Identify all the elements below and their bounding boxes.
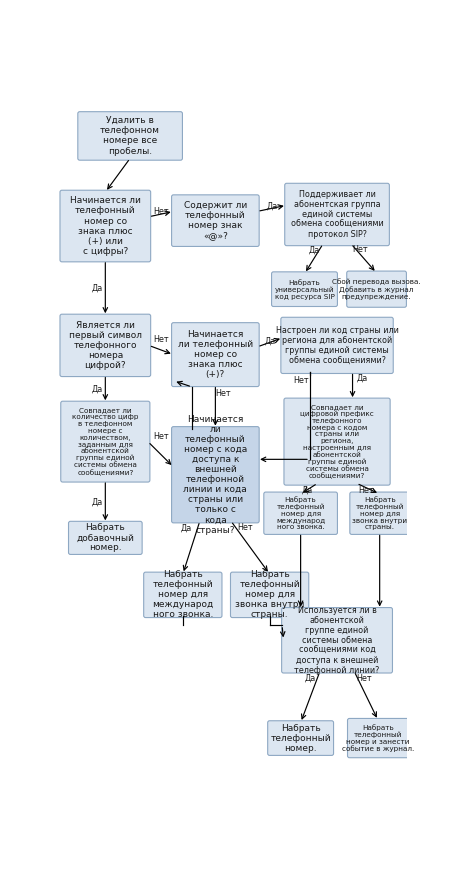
FancyBboxPatch shape <box>143 573 221 618</box>
Text: Нет: Нет <box>236 524 252 533</box>
Text: Да: Да <box>304 674 315 683</box>
Text: Да: Да <box>92 497 103 506</box>
FancyBboxPatch shape <box>69 521 142 555</box>
FancyBboxPatch shape <box>267 721 333 756</box>
FancyBboxPatch shape <box>346 271 405 308</box>
Text: Набрать
телефонный
номер для
звонка внутри
страны.: Набрать телефонный номер для звонка внут… <box>351 496 406 531</box>
Text: Набрать
телефонный
номер.: Набрать телефонный номер. <box>270 724 330 753</box>
Text: Набрать
телефонный
номер для
международ
ного звонка.: Набрать телефонный номер для международ … <box>276 496 325 531</box>
Text: Нет: Нет <box>292 376 308 385</box>
Text: Набрать
добавочный
номер.: Набрать добавочный номер. <box>76 524 134 552</box>
FancyBboxPatch shape <box>230 573 308 618</box>
Text: Удалить в
телефонном
номере все
пробелы.: Удалить в телефонном номере все пробелы. <box>100 116 160 156</box>
Text: Совпадает ли
цифровой префикс
телефонного
номера с кодом
страны или
региона,
нас: Совпадает ли цифровой префикс телефонног… <box>299 404 373 479</box>
Text: Нет: Нет <box>215 389 230 398</box>
FancyBboxPatch shape <box>281 607 391 673</box>
Text: Набрать
телефонный
номер для
международ
ного звонка.: Набрать телефонный номер для международ … <box>152 570 213 620</box>
Text: Является ли
первый символ
телефонного
номера
цифрой?: Является ли первый символ телефонного но… <box>69 321 142 370</box>
Text: Нет: Нет <box>355 674 371 683</box>
Text: Нет: Нет <box>152 432 168 441</box>
Text: Начинается ли
телефонный
номер со
знака плюс
(+) или
с цифры?: Начинается ли телефонный номер со знака … <box>70 196 140 256</box>
Text: Нет: Нет <box>352 245 367 254</box>
FancyBboxPatch shape <box>349 493 409 534</box>
Text: Да: Да <box>266 202 277 211</box>
Text: Поддерживает ли
абонентская группа
единой системы
обмена сообщениями
протокол SI: Поддерживает ли абонентская группа едино… <box>290 190 382 239</box>
Text: Да: Да <box>92 284 103 292</box>
Text: Сбой перевода вызова.
Добавить в журнал
предупреждение.: Сбой перевода вызова. Добавить в журнал … <box>331 278 420 300</box>
FancyBboxPatch shape <box>280 317 392 373</box>
Text: Набрать
телефонный
номер для
звонка внутри
страны.: Набрать телефонный номер для звонка внут… <box>235 570 304 620</box>
FancyBboxPatch shape <box>78 112 182 160</box>
Text: Используется ли в
абонентской
группе единой
системы обмена
сообщениями код
досту: Используется ли в абонентской группе еди… <box>294 605 379 675</box>
FancyBboxPatch shape <box>284 183 388 245</box>
Text: Да: Да <box>92 384 103 394</box>
FancyBboxPatch shape <box>60 401 150 482</box>
Text: Содержит ли
телефонный
номер знак
«@»?: Содержит ли телефонный номер знак «@»? <box>184 201 246 240</box>
Text: Набрать
универсальный
код ресурса SIP: Набрать универсальный код ресурса SIP <box>274 279 334 300</box>
Text: Да: Да <box>355 373 367 382</box>
FancyBboxPatch shape <box>60 314 150 377</box>
Text: Да: Да <box>308 245 319 254</box>
Text: Начинается
ли
телефонный
номер с кода
доступа к
внешней
телефонной
линии и кода
: Начинается ли телефонный номер с кода до… <box>183 415 247 534</box>
Text: Настроен ли код страны или
региона для абонентской
группы единой системы
обмена : Настроен ли код страны или региона для а… <box>275 325 398 365</box>
FancyBboxPatch shape <box>60 190 150 262</box>
FancyBboxPatch shape <box>263 493 337 534</box>
Text: Совпадает ли
количество цифр
в телефонном
номере с
количеством,
заданным для
або: Совпадает ли количество цифр в телефонно… <box>72 407 138 476</box>
FancyBboxPatch shape <box>347 718 408 757</box>
FancyBboxPatch shape <box>271 272 337 307</box>
FancyBboxPatch shape <box>283 398 389 485</box>
Text: Начинается
ли телефонный
номер со
знака плюс
(+)?: Начинается ли телефонный номер со знака … <box>177 330 253 380</box>
Text: Да: Да <box>301 485 313 494</box>
FancyBboxPatch shape <box>171 427 258 523</box>
Text: Нет: Нет <box>358 485 373 494</box>
FancyBboxPatch shape <box>171 195 258 246</box>
Text: Да: Да <box>264 337 275 346</box>
Text: Набрать
телефонный
номер и занести
событие в журнал.: Набрать телефонный номер и занести событ… <box>341 724 413 752</box>
Text: Да: Да <box>180 524 191 533</box>
Text: Нет: Нет <box>153 207 169 216</box>
FancyBboxPatch shape <box>171 323 258 387</box>
Text: Нет: Нет <box>153 335 169 345</box>
